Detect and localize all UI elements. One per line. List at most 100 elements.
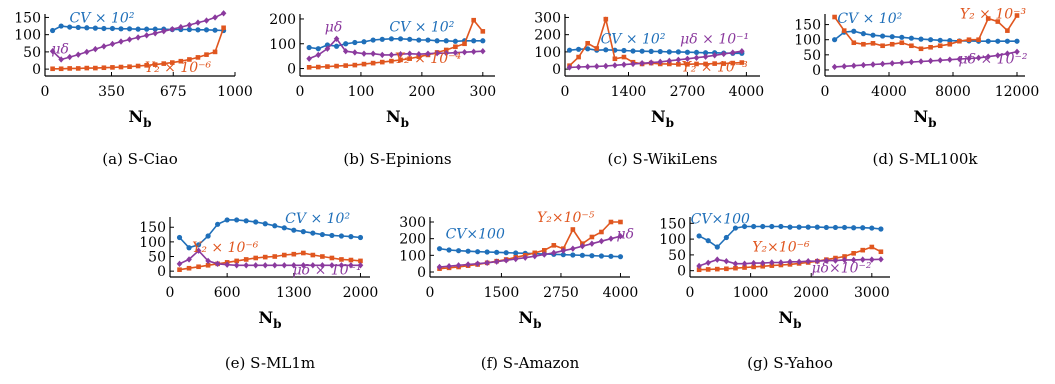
data-point <box>455 262 462 269</box>
data-point <box>186 265 192 271</box>
data-point <box>186 26 192 33</box>
data-point <box>751 264 756 270</box>
data-point <box>832 224 839 231</box>
data-point <box>693 49 700 56</box>
data-point <box>425 50 431 57</box>
data-point <box>879 60 886 68</box>
y-tick-label: 0 <box>32 62 41 78</box>
data-point <box>705 259 711 266</box>
data-point <box>75 66 81 71</box>
data-point <box>841 256 848 264</box>
data-point <box>1004 38 1011 44</box>
data-point <box>823 257 830 264</box>
series-cv <box>306 36 486 52</box>
data-point <box>750 259 757 267</box>
data-point <box>696 262 702 270</box>
data-point <box>693 54 700 61</box>
data-point <box>118 38 124 45</box>
data-point <box>315 64 321 70</box>
data-point <box>621 61 627 68</box>
data-point <box>603 62 609 70</box>
data-point <box>503 250 509 256</box>
x-tick-label: 200 <box>409 84 436 100</box>
data-point <box>608 235 614 242</box>
data-point <box>58 66 64 72</box>
data-point <box>443 47 449 53</box>
data-point <box>598 237 605 245</box>
data-point <box>281 252 287 258</box>
data-point <box>908 58 915 66</box>
data-point <box>675 49 681 55</box>
data-point <box>272 223 278 229</box>
series-cv <box>696 223 884 250</box>
data-point <box>281 225 287 231</box>
data-point <box>878 256 884 263</box>
data-point <box>787 258 793 266</box>
data-point <box>937 37 943 43</box>
data-point <box>398 57 403 63</box>
series-annotation: CV×100 <box>446 227 505 243</box>
data-point <box>176 234 183 241</box>
x-tick-label: 4000 <box>729 84 765 100</box>
y-tick-label: 150 <box>14 10 41 26</box>
x-tick-label: 3000 <box>854 285 890 301</box>
data-point <box>243 257 249 262</box>
data-point <box>455 248 462 254</box>
data-point <box>899 40 905 46</box>
data-point <box>621 54 627 60</box>
data-point <box>860 31 867 37</box>
data-point <box>118 26 124 32</box>
data-point <box>705 267 711 272</box>
data-point <box>1014 48 1020 56</box>
series-annotation: μδ <box>616 227 634 243</box>
data-point <box>196 264 201 270</box>
data-point <box>291 262 297 269</box>
data-point <box>471 17 476 23</box>
data-point <box>361 39 367 45</box>
x-tick-label: 0 <box>166 285 175 301</box>
data-point <box>751 223 757 230</box>
data-point <box>832 257 839 264</box>
data-point <box>215 221 221 227</box>
data-point <box>966 37 972 43</box>
data-point <box>947 38 953 44</box>
data-point <box>995 38 1001 44</box>
data-point <box>579 242 586 250</box>
data-point <box>612 62 618 69</box>
data-point <box>851 40 857 46</box>
data-point <box>732 260 739 267</box>
series-y2 <box>50 25 226 72</box>
data-point <box>937 57 943 64</box>
series-cv <box>50 23 227 34</box>
series-annotation: Y₂ × 10⁻³ <box>681 60 748 76</box>
data-point <box>434 49 440 57</box>
data-point <box>178 58 184 64</box>
x-tick-label: 100 <box>348 84 375 100</box>
data-point <box>195 55 201 60</box>
data-point <box>370 60 376 66</box>
data-point <box>985 38 991 44</box>
data-point <box>205 262 211 268</box>
data-point <box>694 61 699 67</box>
data-point <box>93 65 98 71</box>
data-point <box>388 36 395 42</box>
data-point <box>470 48 477 55</box>
x-axis-label: Nb <box>128 107 151 130</box>
series-y2 <box>567 16 745 68</box>
x-tick-label: 0 <box>561 84 570 100</box>
data-point <box>370 50 376 57</box>
data-point <box>370 37 376 43</box>
data-point <box>878 226 884 232</box>
data-point <box>584 63 591 70</box>
data-point <box>889 60 895 67</box>
data-point <box>135 63 141 69</box>
data-point <box>352 39 358 46</box>
data-point <box>204 52 209 57</box>
data-point <box>84 48 90 56</box>
y-tick-label: 150 <box>659 216 686 232</box>
data-point <box>475 249 481 255</box>
x-tick-label: 0 <box>821 84 830 100</box>
series-annotation: μδ <box>325 19 343 35</box>
data-point <box>178 23 184 31</box>
data-point <box>741 223 748 230</box>
